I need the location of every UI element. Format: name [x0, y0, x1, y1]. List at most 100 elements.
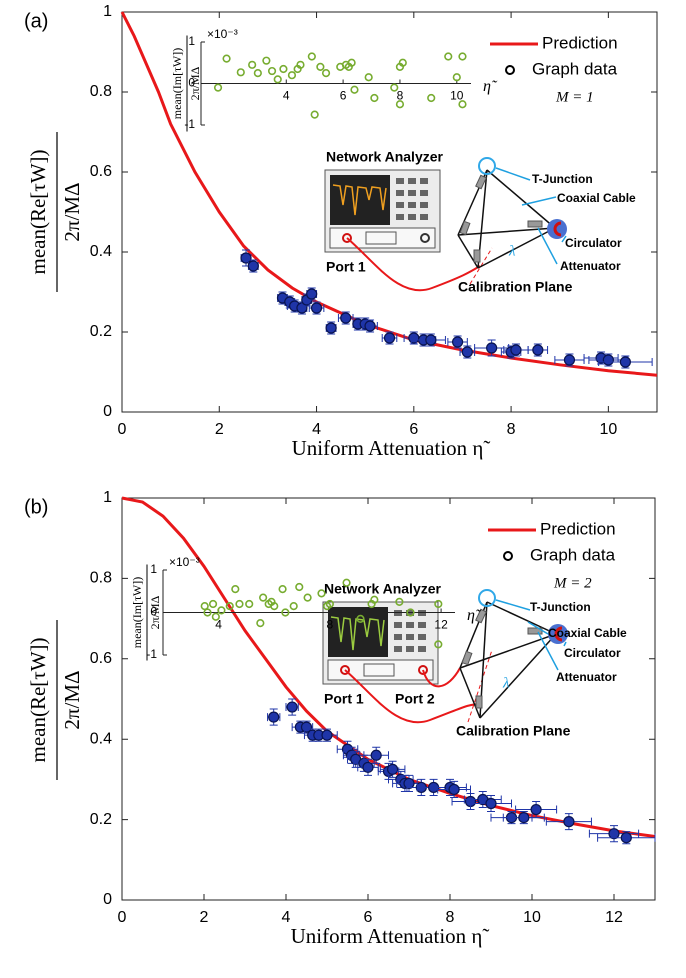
y-tick-label: 1 — [103, 3, 112, 20]
data-point — [270, 602, 279, 611]
diagram-label: λ — [502, 675, 510, 691]
y-tick-label: 0.2 — [90, 323, 112, 340]
y-tick-label: 0 — [150, 605, 157, 619]
data-point — [203, 608, 212, 617]
legend-label: Prediction — [542, 33, 618, 52]
y-axis-label: 2π/MΔ — [60, 182, 84, 241]
data-point — [518, 811, 530, 824]
y-multiplier: ×10⁻³ — [169, 555, 200, 569]
cable-to-port — [422, 667, 461, 688]
diagram-label: Network Analyzer — [326, 149, 444, 165]
data-point — [486, 342, 498, 354]
x-tick-label: 0 — [118, 909, 127, 926]
data-point — [316, 62, 325, 72]
data-point — [268, 711, 280, 723]
y-tick-label: -1 — [184, 117, 195, 131]
data-point — [434, 640, 443, 649]
diagram-label: Circulator — [564, 646, 621, 660]
data-point — [278, 585, 287, 594]
data-point — [403, 777, 415, 790]
circulator-icon — [547, 219, 567, 239]
t-junction-marker — [478, 157, 496, 175]
data-point — [262, 56, 271, 65]
diagram-label: Attenuator — [560, 259, 621, 273]
x-tick-label: 8 — [446, 909, 455, 926]
legend-label: Prediction — [540, 519, 616, 538]
y-axis-label: mean(Im[τW]) — [130, 577, 144, 648]
data-point — [608, 828, 620, 840]
diagram-label: T-Junction — [532, 172, 593, 186]
data-point — [452, 73, 461, 82]
data-point — [364, 73, 373, 82]
diagram-label: Calibration Plane — [456, 723, 571, 739]
data-point — [296, 60, 305, 69]
data-point — [530, 803, 542, 816]
pointer-arrows — [495, 167, 567, 265]
data-point — [286, 701, 298, 713]
annotation: M = 2 — [553, 575, 592, 591]
data-point — [406, 608, 415, 617]
panel-label: (a) — [24, 10, 48, 32]
data-point — [321, 69, 331, 78]
data-point — [395, 100, 405, 109]
data-point — [563, 354, 576, 366]
analyzer-panel — [329, 227, 436, 249]
data-point — [310, 110, 319, 119]
data-point — [364, 320, 376, 332]
x-tick-label: 6 — [340, 89, 347, 103]
circulator-arrow — [553, 221, 562, 237]
data-point — [217, 606, 226, 615]
connector — [365, 231, 397, 245]
data-point — [287, 71, 297, 80]
data-point — [370, 595, 379, 604]
analyzer-screen — [330, 175, 390, 225]
data-point — [383, 332, 396, 344]
y-multiplier: ×10⁻³ — [207, 27, 238, 41]
diagram-label: Circulator — [565, 236, 622, 250]
data-point — [387, 763, 399, 775]
x-tick-label: 8 — [397, 89, 404, 103]
data-point — [211, 612, 220, 621]
data-point — [253, 69, 262, 78]
x-tick-label: 10 — [523, 909, 541, 926]
x-axis-label: Uniform Attenuation η̃ — [291, 924, 490, 948]
data-point — [398, 58, 407, 67]
plot-frame — [121, 497, 656, 901]
data-point — [620, 832, 632, 844]
data-point — [451, 336, 464, 348]
prediction-line — [120, 11, 658, 377]
legend-marker — [503, 551, 513, 561]
data-point — [273, 75, 282, 84]
x-axis-label: Uniform Attenuation η̃ — [292, 436, 491, 460]
data-point — [267, 66, 277, 76]
data-point — [245, 599, 254, 609]
diagram-label: Port 2 — [395, 691, 435, 707]
data-point — [356, 614, 365, 623]
data-point — [340, 312, 352, 324]
setup-diagram: Network Analyzer Port 1 Port 2 T-Junctio… — [322, 581, 627, 739]
diagram-label: Calibration Plane — [458, 279, 573, 295]
data-point — [458, 52, 467, 61]
y-tick-label: 0.4 — [90, 730, 112, 747]
data-point — [370, 749, 382, 761]
x-tick-label: 4 — [215, 618, 222, 632]
y-axis-label: mean(Re[τW]) — [26, 149, 50, 274]
port — [340, 665, 350, 675]
x-tick-label: 12 — [605, 909, 623, 926]
data-point — [310, 302, 323, 314]
diagram-label: Attenuator — [556, 670, 617, 684]
y-axis-label: 2π/MΔ — [60, 670, 84, 729]
data-point — [279, 64, 288, 74]
y-tick-label: 0.4 — [90, 243, 112, 260]
connector — [363, 663, 395, 677]
x-tick-label: 4 — [312, 421, 321, 438]
diagram-label: λ — [508, 243, 516, 259]
y-tick-label: 0.6 — [90, 650, 112, 667]
data-point — [259, 593, 268, 602]
y-axis-label: 2π/MΔ — [148, 595, 162, 629]
x-tick-label: 10 — [599, 421, 617, 438]
data-point — [248, 60, 257, 69]
legend-label: Graph data — [530, 545, 616, 564]
y-tick-label: 0 — [188, 76, 195, 90]
